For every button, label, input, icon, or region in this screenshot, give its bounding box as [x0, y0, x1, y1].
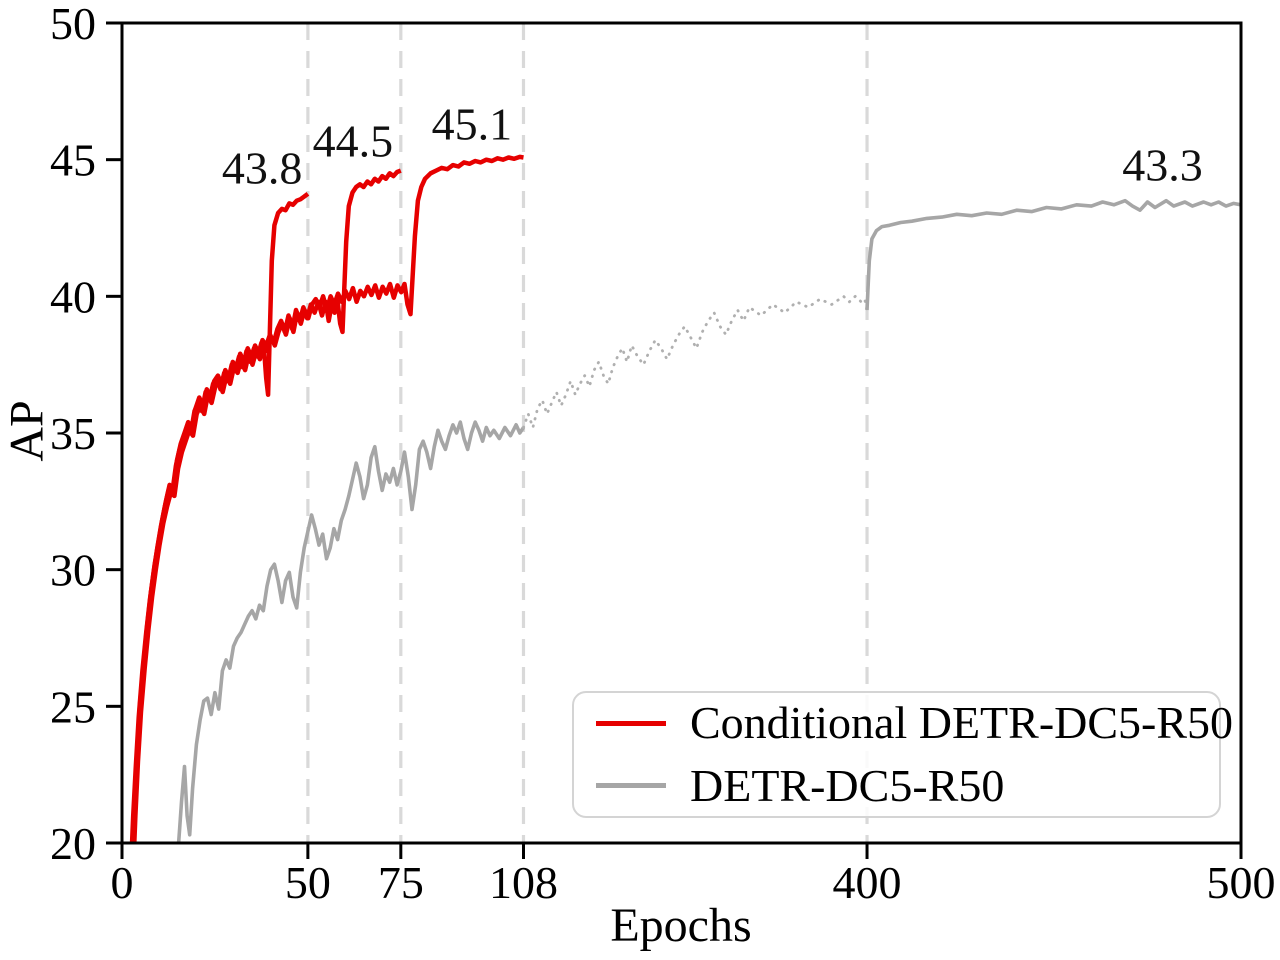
series-1-detr-dotted [522, 294, 869, 429]
series-5-conditional [132, 154, 524, 843]
y-tick-label-50: 50 [50, 0, 96, 49]
x-tick-label-75: 75 [378, 857, 424, 908]
annotation-detr-500: 43.3 [1122, 139, 1203, 191]
series-3-conditional [129, 192, 310, 843]
legend-item-detr: DETR-DC5-R50 [596, 759, 1219, 811]
series-2-detr [865, 198, 1241, 311]
y-tick-label-30: 30 [50, 545, 96, 596]
x-tick-label-108: 108 [489, 857, 558, 908]
annotation-conditional-108: 45.1 [431, 98, 513, 150]
series-0-detr [176, 420, 525, 843]
series-4-conditional [130, 168, 402, 843]
y-tick-label-20: 20 [50, 818, 96, 869]
legend-label-detr: DETR-DC5-R50 [690, 759, 1005, 811]
legend-label-conditional: Conditional DETR-DC5-R50 [690, 697, 1234, 749]
x-tick-label-500: 500 [1207, 857, 1276, 908]
legend-item-conditional: Conditional DETR-DC5-R50 [596, 698, 1233, 747]
x-tick-label-400: 400 [833, 857, 902, 908]
annotation-conditional-75: 44.5 [312, 115, 394, 167]
x-tick-label-0: 0 [111, 857, 134, 908]
annotation-conditional-50: 43.8 [221, 142, 303, 194]
y-tick-label-35: 35 [50, 408, 96, 459]
y-axis-label: AP [0, 400, 54, 462]
y-tick-label-45: 45 [50, 135, 96, 186]
y-tick-label-25: 25 [50, 681, 96, 732]
series-group [129, 154, 1241, 843]
x-axis-label: Epochs [610, 899, 752, 952]
y-tick-label-40: 40 [50, 271, 96, 322]
legend-line-swatch-conditional [596, 720, 666, 726]
x-tick-label-50: 50 [285, 857, 331, 908]
legend-line-swatch-detr [596, 783, 666, 789]
legend-box: Conditional DETR-DC5-R50 DETR-DC5-R50 [572, 691, 1233, 818]
